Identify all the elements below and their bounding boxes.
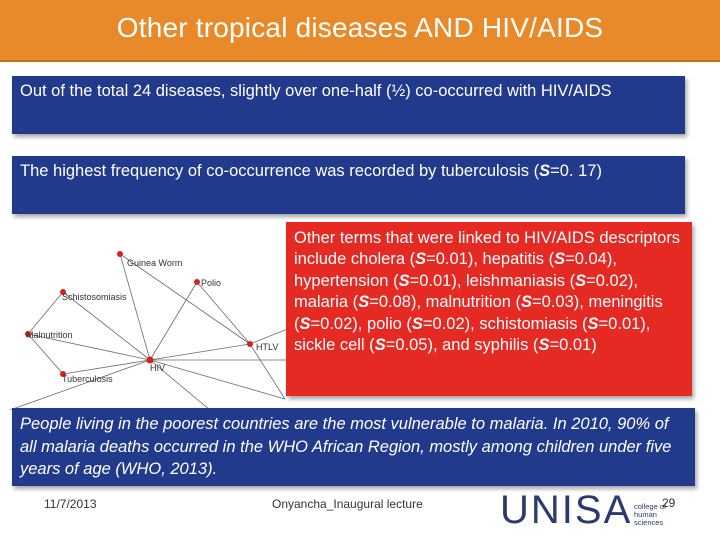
linked-term: leishmaniasis (S=0.02), <box>461 271 638 290</box>
linked-term: malaria (S=0.08), <box>294 293 422 312</box>
slide-title: Other tropical diseases AND HIV/AIDS <box>116 12 604 43</box>
s-symbol: S <box>411 314 423 333</box>
s-symbol: S <box>299 314 311 333</box>
co-occurrence-network: Guinea Worm Polio Schistosomiasis Malnut… <box>9 251 300 410</box>
footer-lecture: Onyancha_Inaugural lecture <box>272 497 423 511</box>
s-symbol: S <box>415 250 427 269</box>
info-box-tuberculosis: The highest frequency of co-occurrence w… <box>12 156 685 214</box>
s-symbol: S <box>538 336 550 355</box>
label-schistosomiasis: Schistosomiasis <box>62 292 127 302</box>
linked-term: meningitis (S=0.02), <box>294 293 663 333</box>
s-symbol: S <box>398 271 410 290</box>
node-guinea-worm <box>117 251 123 257</box>
linked-term: hepatitis (S=0.04), <box>477 250 617 269</box>
node-polio <box>194 279 200 285</box>
s-symbol: S <box>358 293 370 312</box>
node-schistosomiasis <box>60 289 66 295</box>
logo-subtitle: college of human sciences <box>634 502 667 527</box>
linked-term: polio (S=0.02), <box>362 314 475 333</box>
label-guinea-worm: Guinea Worm <box>127 258 182 268</box>
linked-term: sickle cell (S=0.05), <box>294 336 438 355</box>
node-htlv <box>247 341 253 347</box>
footer-date: 11/7/2013 <box>44 497 97 511</box>
linked-terms-box: Other terms that were linked to HIV/AIDS… <box>286 222 692 396</box>
title-bar: Other tropical diseases AND HIV/AIDS <box>0 0 720 62</box>
linked-term: hypertension (S=0.01), <box>294 271 462 290</box>
label-htlv: HTLV <box>256 342 278 352</box>
node-hiv <box>146 356 154 364</box>
node-tuberculosis <box>60 371 66 377</box>
s-symbol: S <box>587 314 599 333</box>
label-tuberculosis: Tuberculosis <box>62 374 113 384</box>
s-symbol: S <box>554 250 566 269</box>
s-symbol: S <box>374 336 386 355</box>
linked-term: cholera (S=0.01), <box>350 250 478 269</box>
info-box-text-after: =0. 17) <box>550 162 602 180</box>
unisa-logo: UNISA college of human sciences <box>500 488 716 534</box>
logo-wordmark: UNISA <box>500 488 633 532</box>
s-symbol: S <box>521 293 533 312</box>
info-box-total-diseases: Out of the total 24 diseases, slightly o… <box>12 76 685 134</box>
page-number: 29 <box>662 496 676 510</box>
label-polio: Polio <box>201 278 221 288</box>
linked-term: malnutrition (S=0.03), <box>421 293 584 312</box>
node-malnutrition <box>25 331 31 337</box>
info-box-text-before: The highest frequency of co-occurrence w… <box>20 162 540 180</box>
linked-terms-intro: Other terms that were linked to HIV/AIDS… <box>294 229 681 269</box>
label-malnutrition: Malnutrition <box>26 330 73 340</box>
s-symbol: S <box>539 162 551 180</box>
info-box-text: Out of the total 24 diseases, slightly o… <box>20 82 612 100</box>
linked-terms-list: cholera (S=0.01), hepatitis (S=0.04), hy… <box>294 250 663 354</box>
malaria-note-box: People living in the poorest countries a… <box>12 408 695 486</box>
s-symbol: S <box>575 271 587 290</box>
network-nodes <box>25 251 253 377</box>
linked-term: schistomiasis (S=0.01), <box>474 314 651 333</box>
linked-term: and syphilis (S=0.01) <box>437 336 597 355</box>
malaria-note-text: People living in the poorest countries a… <box>20 415 672 478</box>
label-hiv: HIV <box>150 363 165 373</box>
